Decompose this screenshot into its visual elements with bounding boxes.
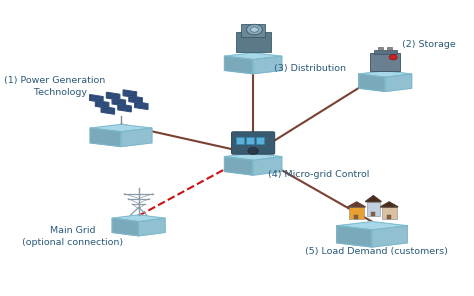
- Polygon shape: [95, 101, 109, 108]
- FancyBboxPatch shape: [256, 137, 264, 144]
- Polygon shape: [112, 215, 165, 222]
- Text: (4) Micro-grid Control: (4) Micro-grid Control: [268, 170, 370, 179]
- FancyBboxPatch shape: [237, 137, 244, 144]
- FancyBboxPatch shape: [371, 212, 374, 216]
- Polygon shape: [90, 128, 121, 147]
- Polygon shape: [359, 74, 385, 91]
- FancyBboxPatch shape: [367, 202, 380, 216]
- FancyBboxPatch shape: [349, 207, 364, 219]
- FancyBboxPatch shape: [374, 50, 397, 54]
- FancyBboxPatch shape: [378, 47, 383, 50]
- Circle shape: [248, 147, 258, 155]
- Polygon shape: [101, 107, 114, 114]
- Circle shape: [389, 54, 397, 60]
- Circle shape: [250, 27, 258, 32]
- Polygon shape: [121, 128, 152, 147]
- Polygon shape: [385, 74, 411, 91]
- Polygon shape: [225, 153, 282, 160]
- FancyBboxPatch shape: [370, 53, 400, 70]
- FancyBboxPatch shape: [387, 215, 391, 219]
- Polygon shape: [135, 102, 148, 110]
- Polygon shape: [225, 157, 253, 175]
- Polygon shape: [112, 98, 126, 106]
- Polygon shape: [381, 202, 398, 207]
- Polygon shape: [359, 71, 411, 77]
- Polygon shape: [123, 90, 137, 98]
- Polygon shape: [348, 202, 365, 207]
- Polygon shape: [253, 56, 282, 74]
- Polygon shape: [107, 92, 120, 100]
- Polygon shape: [138, 218, 165, 236]
- Text: (2) Storage: (2) Storage: [402, 40, 456, 49]
- FancyBboxPatch shape: [382, 207, 397, 219]
- Polygon shape: [337, 222, 407, 230]
- Circle shape: [246, 24, 263, 35]
- Text: Main Grid
(optional connection): Main Grid (optional connection): [22, 226, 123, 247]
- FancyBboxPatch shape: [236, 32, 271, 52]
- Text: (1) Power Generation
    Technology: (1) Power Generation Technology: [4, 76, 106, 96]
- Text: (3) Distribution: (3) Distribution: [274, 64, 346, 73]
- FancyBboxPatch shape: [241, 24, 265, 37]
- Polygon shape: [118, 104, 131, 112]
- Polygon shape: [129, 96, 142, 104]
- Polygon shape: [90, 124, 152, 132]
- Polygon shape: [372, 226, 407, 247]
- FancyBboxPatch shape: [232, 132, 275, 154]
- Polygon shape: [112, 218, 138, 236]
- FancyBboxPatch shape: [387, 47, 392, 50]
- Text: (5) Load Demand (customers): (5) Load Demand (customers): [305, 247, 448, 256]
- Polygon shape: [365, 196, 381, 202]
- Polygon shape: [225, 53, 282, 59]
- Polygon shape: [253, 157, 282, 175]
- Polygon shape: [225, 56, 253, 74]
- FancyBboxPatch shape: [246, 137, 254, 144]
- FancyBboxPatch shape: [355, 215, 358, 219]
- Polygon shape: [90, 95, 103, 102]
- Polygon shape: [337, 226, 372, 247]
